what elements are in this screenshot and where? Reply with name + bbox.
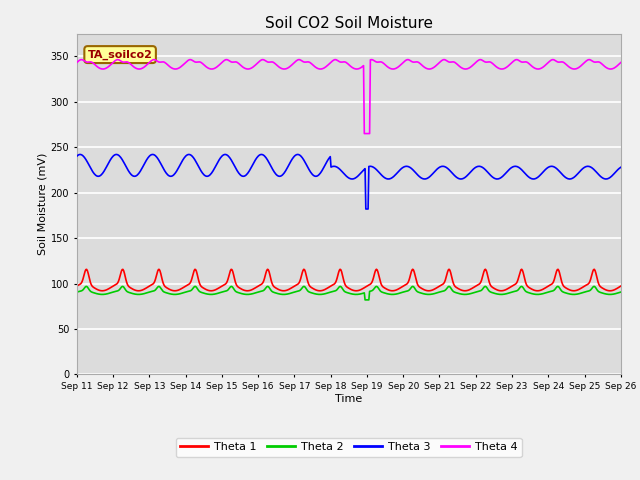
Title: Soil CO2 Soil Moisture: Soil CO2 Soil Moisture <box>265 16 433 31</box>
Legend: Theta 1, Theta 2, Theta 3, Theta 4: Theta 1, Theta 2, Theta 3, Theta 4 <box>176 438 522 457</box>
X-axis label: Time: Time <box>335 394 362 404</box>
Text: TA_soilco2: TA_soilco2 <box>88 49 152 60</box>
Y-axis label: Soil Moisture (mV): Soil Moisture (mV) <box>38 153 48 255</box>
